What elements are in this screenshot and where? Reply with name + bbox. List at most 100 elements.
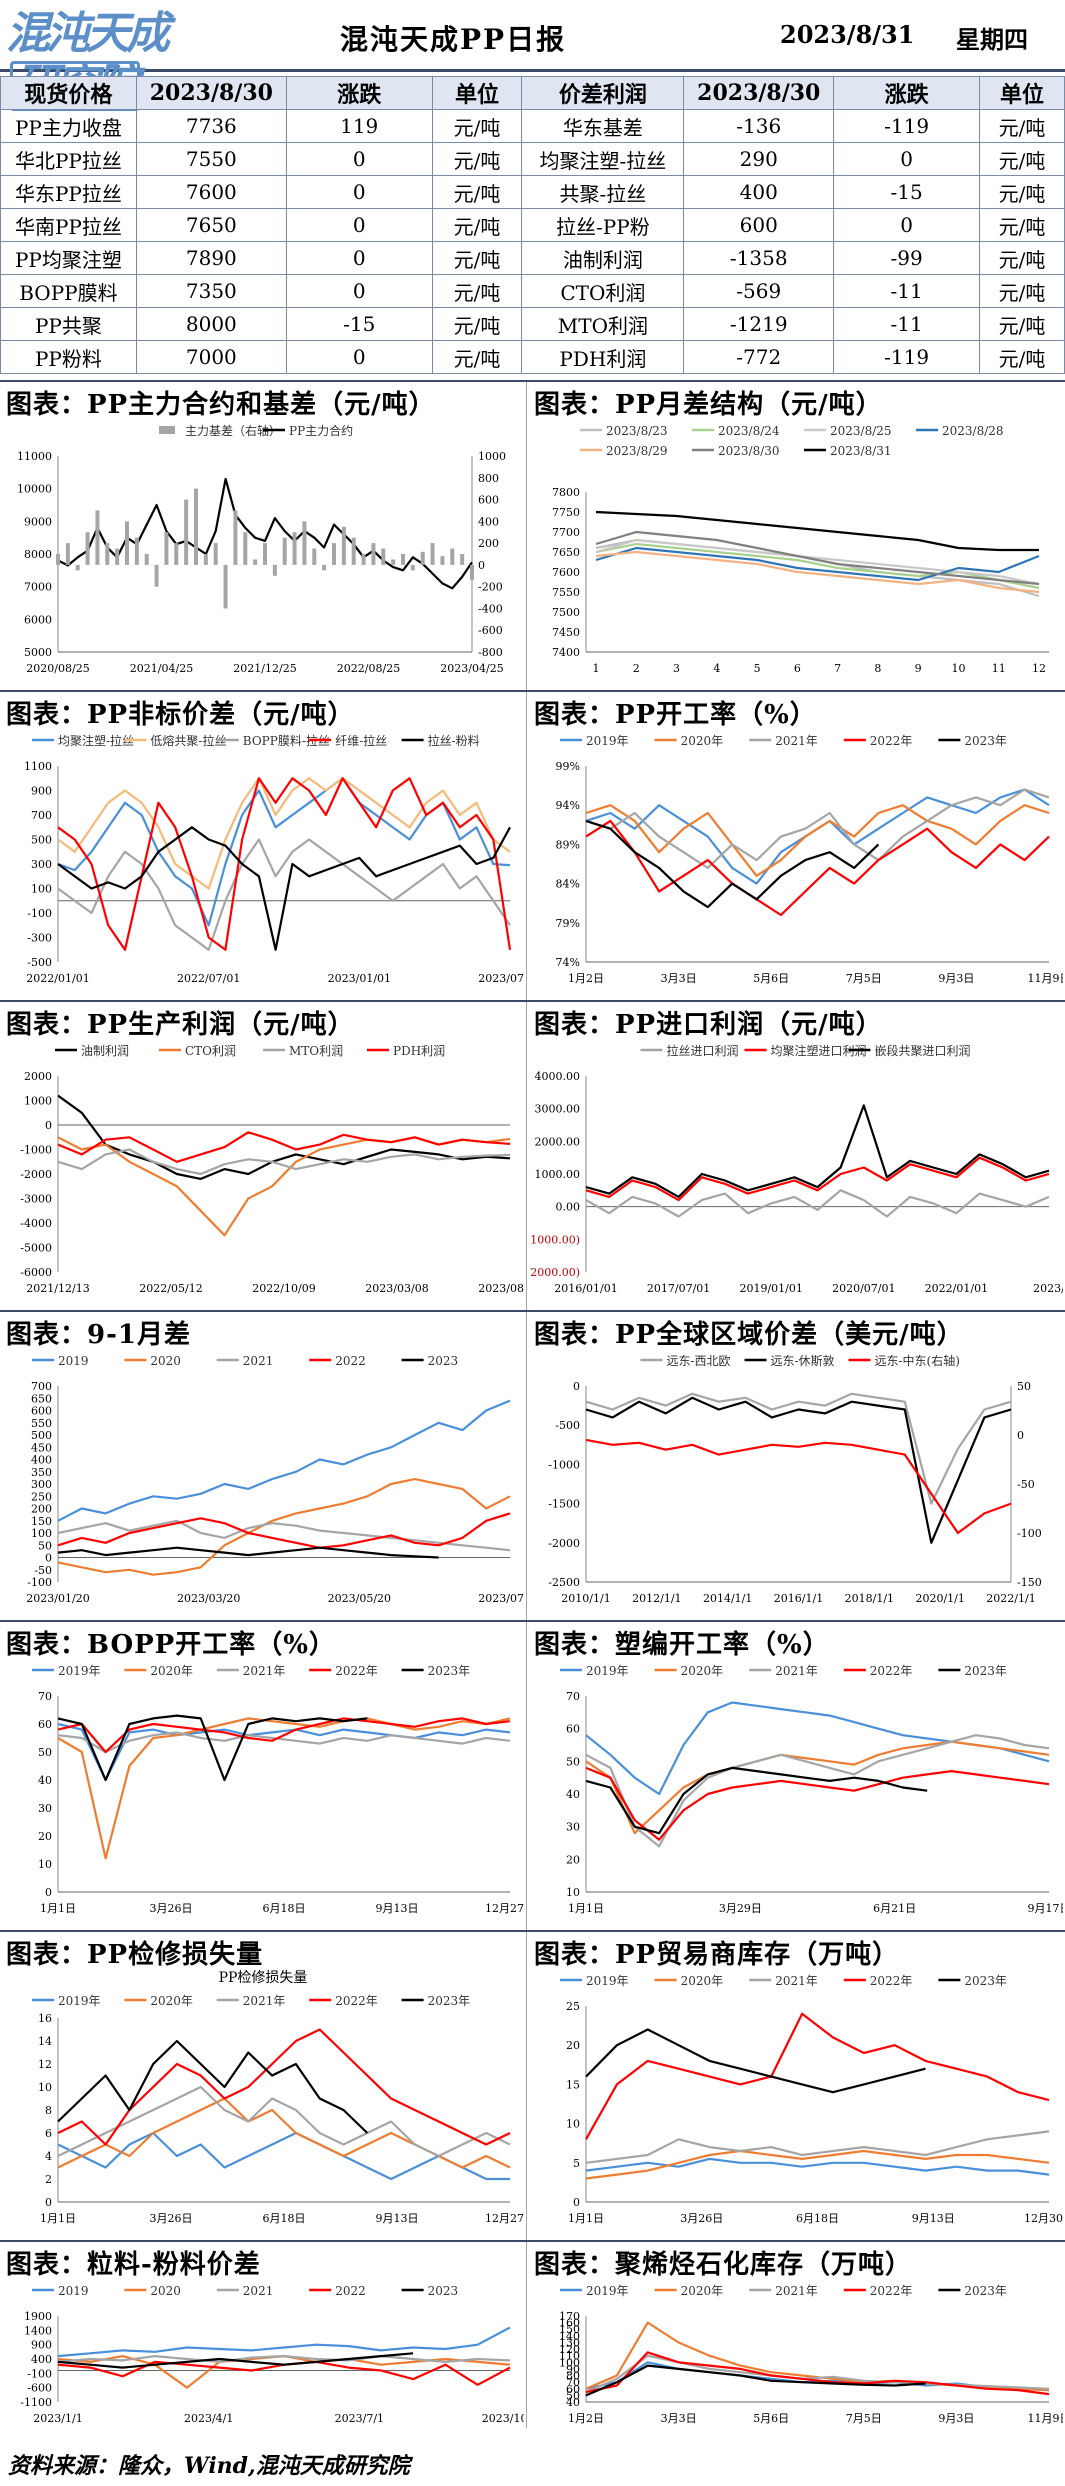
x-tick-label: 5: [754, 662, 761, 675]
x-tick-label: 2023/7/1: [335, 2412, 384, 2425]
x-tick-label: 9月13日: [912, 2212, 955, 2225]
series-line: [585, 819, 1050, 917]
y2-tick-label: 1000: [478, 450, 506, 463]
chart-title: 图表：9-1月差: [6, 1320, 191, 1350]
table-cell: 600: [683, 208, 835, 242]
y-tick-label: 110: [559, 2350, 580, 2363]
y-tick-label: 25: [566, 2000, 580, 2013]
legend-label: 远东-中东(右轴): [875, 1353, 960, 1368]
x-tick-label: 3: [673, 662, 680, 675]
y-tick-label: 1000.00: [535, 1168, 581, 1181]
y-tick-label: 40: [566, 1788, 580, 1801]
chart-title: 图表：PP贸易商库存（万吨）: [534, 1940, 900, 1970]
series-line: [57, 1478, 511, 1576]
y-tick-label: 30: [566, 1821, 580, 1834]
bar: [460, 554, 465, 565]
table-row: PP粉料 7000 0 元/吨 PDH利润 -772 -119 元/吨: [0, 340, 1065, 374]
y-tick-label: 300: [31, 1478, 52, 1491]
x-tick-label: 2023/03/08: [365, 1282, 428, 1295]
legend-label: 2021: [243, 1354, 274, 1368]
table-cell: -11: [833, 274, 981, 308]
x-tick-label: 2022/10/09: [252, 1282, 315, 1295]
x-tick-label: 9: [915, 662, 922, 675]
table-cell: 元/吨: [431, 208, 523, 242]
chart-subtitle: PP检修损失量: [219, 1970, 308, 1986]
x-tick-label: 2021/04/25: [130, 662, 193, 675]
y-tick-label: 5000: [24, 646, 52, 659]
y-tick-label: -50: [34, 1564, 52, 1577]
y-tick-label: 7800: [552, 486, 580, 499]
y-tick-label: 8000: [24, 548, 52, 561]
y-tick-label: 1100: [24, 760, 52, 773]
y2-tick-label: -800: [478, 646, 503, 659]
y-tick-label: 7750: [552, 506, 580, 519]
y-tick-label: 600: [31, 1405, 52, 1418]
section-divider: [0, 1930, 1065, 1932]
table-cell: -99: [833, 241, 981, 275]
y2-tick-label: 50: [1017, 1380, 1031, 1393]
x-tick-label: 1月2日: [568, 972, 604, 985]
section-divider: [0, 1620, 1065, 1622]
y-tick-label: 150: [31, 1515, 52, 1528]
chart-title: 图表：聚烯烃石化库存（万吨）: [534, 2250, 913, 2280]
chart-c12: 2019年 2020年 2021年 2022年 2023年 25 20 15 10 5 0 1月1日 3…: [560, 1974, 1063, 2225]
y-tick-label: 0: [45, 1552, 52, 1565]
legend-label: 2019: [58, 2284, 89, 2298]
legend-label: 2022年: [335, 1994, 378, 2008]
bar: [410, 564, 415, 571]
legend-label: 2021年: [775, 2284, 818, 2298]
series-line: [585, 788, 1050, 869]
x-tick-label: 10: [951, 662, 965, 675]
table-cell: 7350: [135, 274, 287, 308]
y-tick-label: 7400: [552, 646, 580, 659]
y-tick-label: 10: [38, 2081, 52, 2094]
chart-title: 图表：PP生产利润（元/吨）: [6, 1010, 355, 1040]
y-tick-label: 10: [38, 1858, 52, 1871]
y2-tick-label: -100: [1017, 1527, 1042, 1540]
y-tick-label: 20: [566, 1853, 580, 1866]
header: 混沌天成研究院 混沌天成PP日报 2023/8/31 星期四: [0, 0, 1065, 111]
bar: [134, 537, 139, 565]
report-date: 2023/8/31: [780, 20, 915, 49]
x-tick-label: 5月6日: [753, 972, 789, 985]
y-tick-label: -600: [27, 2382, 52, 2395]
y2-tick-label: -600: [478, 624, 503, 637]
x-tick-label: 3月29日: [719, 1902, 762, 1915]
y-tick-label: 60: [38, 1718, 52, 1731]
legend-label: MTO利润: [289, 1044, 343, 1058]
y-tick-label: 9000: [24, 515, 52, 528]
y-tick-label: 30: [38, 1802, 52, 1815]
chart-c1: 主力基差（右轴） PP主力合约11000100009000800070006000…: [17, 423, 506, 675]
x-tick-label: 2023/07/20: [478, 1592, 524, 1605]
y-tick-label: 500: [31, 1429, 52, 1442]
series-line: [57, 1731, 511, 1754]
y-tick-label: 80: [566, 2370, 580, 2383]
series-line: [585, 2351, 1050, 2396]
y-tick-label: 60: [566, 1723, 580, 1736]
y-tick-label: 20: [566, 2039, 580, 2052]
chart-title: 图表：PP主力合约和基差（元/吨）: [6, 390, 436, 420]
legend-label: 2021年: [243, 1994, 286, 2008]
bar: [65, 543, 70, 565]
legend-label: 2023/8/29: [606, 444, 668, 458]
series-line: [585, 1438, 1012, 1535]
series-line: [595, 510, 1039, 552]
legend-label: 低熔共聚-拉丝: [150, 733, 226, 748]
series-line: [595, 546, 1040, 582]
legend-label: 2020年: [150, 1664, 193, 1678]
bar: [75, 564, 80, 571]
series-line: [585, 1396, 1012, 1544]
series-line: [585, 2354, 1050, 2394]
table-row: 华北PP拉丝 7550 0 元/吨 均聚注塑-拉丝 290 0 元/吨: [0, 142, 1065, 176]
table-cell: 元/吨: [979, 109, 1065, 143]
y2-tick-label: 600: [478, 494, 499, 507]
x-tick-label: 3月3日: [661, 972, 697, 985]
series-line: [57, 2039, 369, 2134]
table-cell: PP粉料: [0, 340, 137, 374]
legend-label: 2023: [428, 2284, 459, 2298]
table-cell: 元/吨: [979, 274, 1065, 308]
series-line: [585, 1766, 928, 1835]
y-tick-label: 0: [45, 1119, 52, 1132]
table-cell: 0: [833, 142, 981, 176]
chart-title: 图表：PP月差结构（元/吨）: [534, 390, 883, 420]
